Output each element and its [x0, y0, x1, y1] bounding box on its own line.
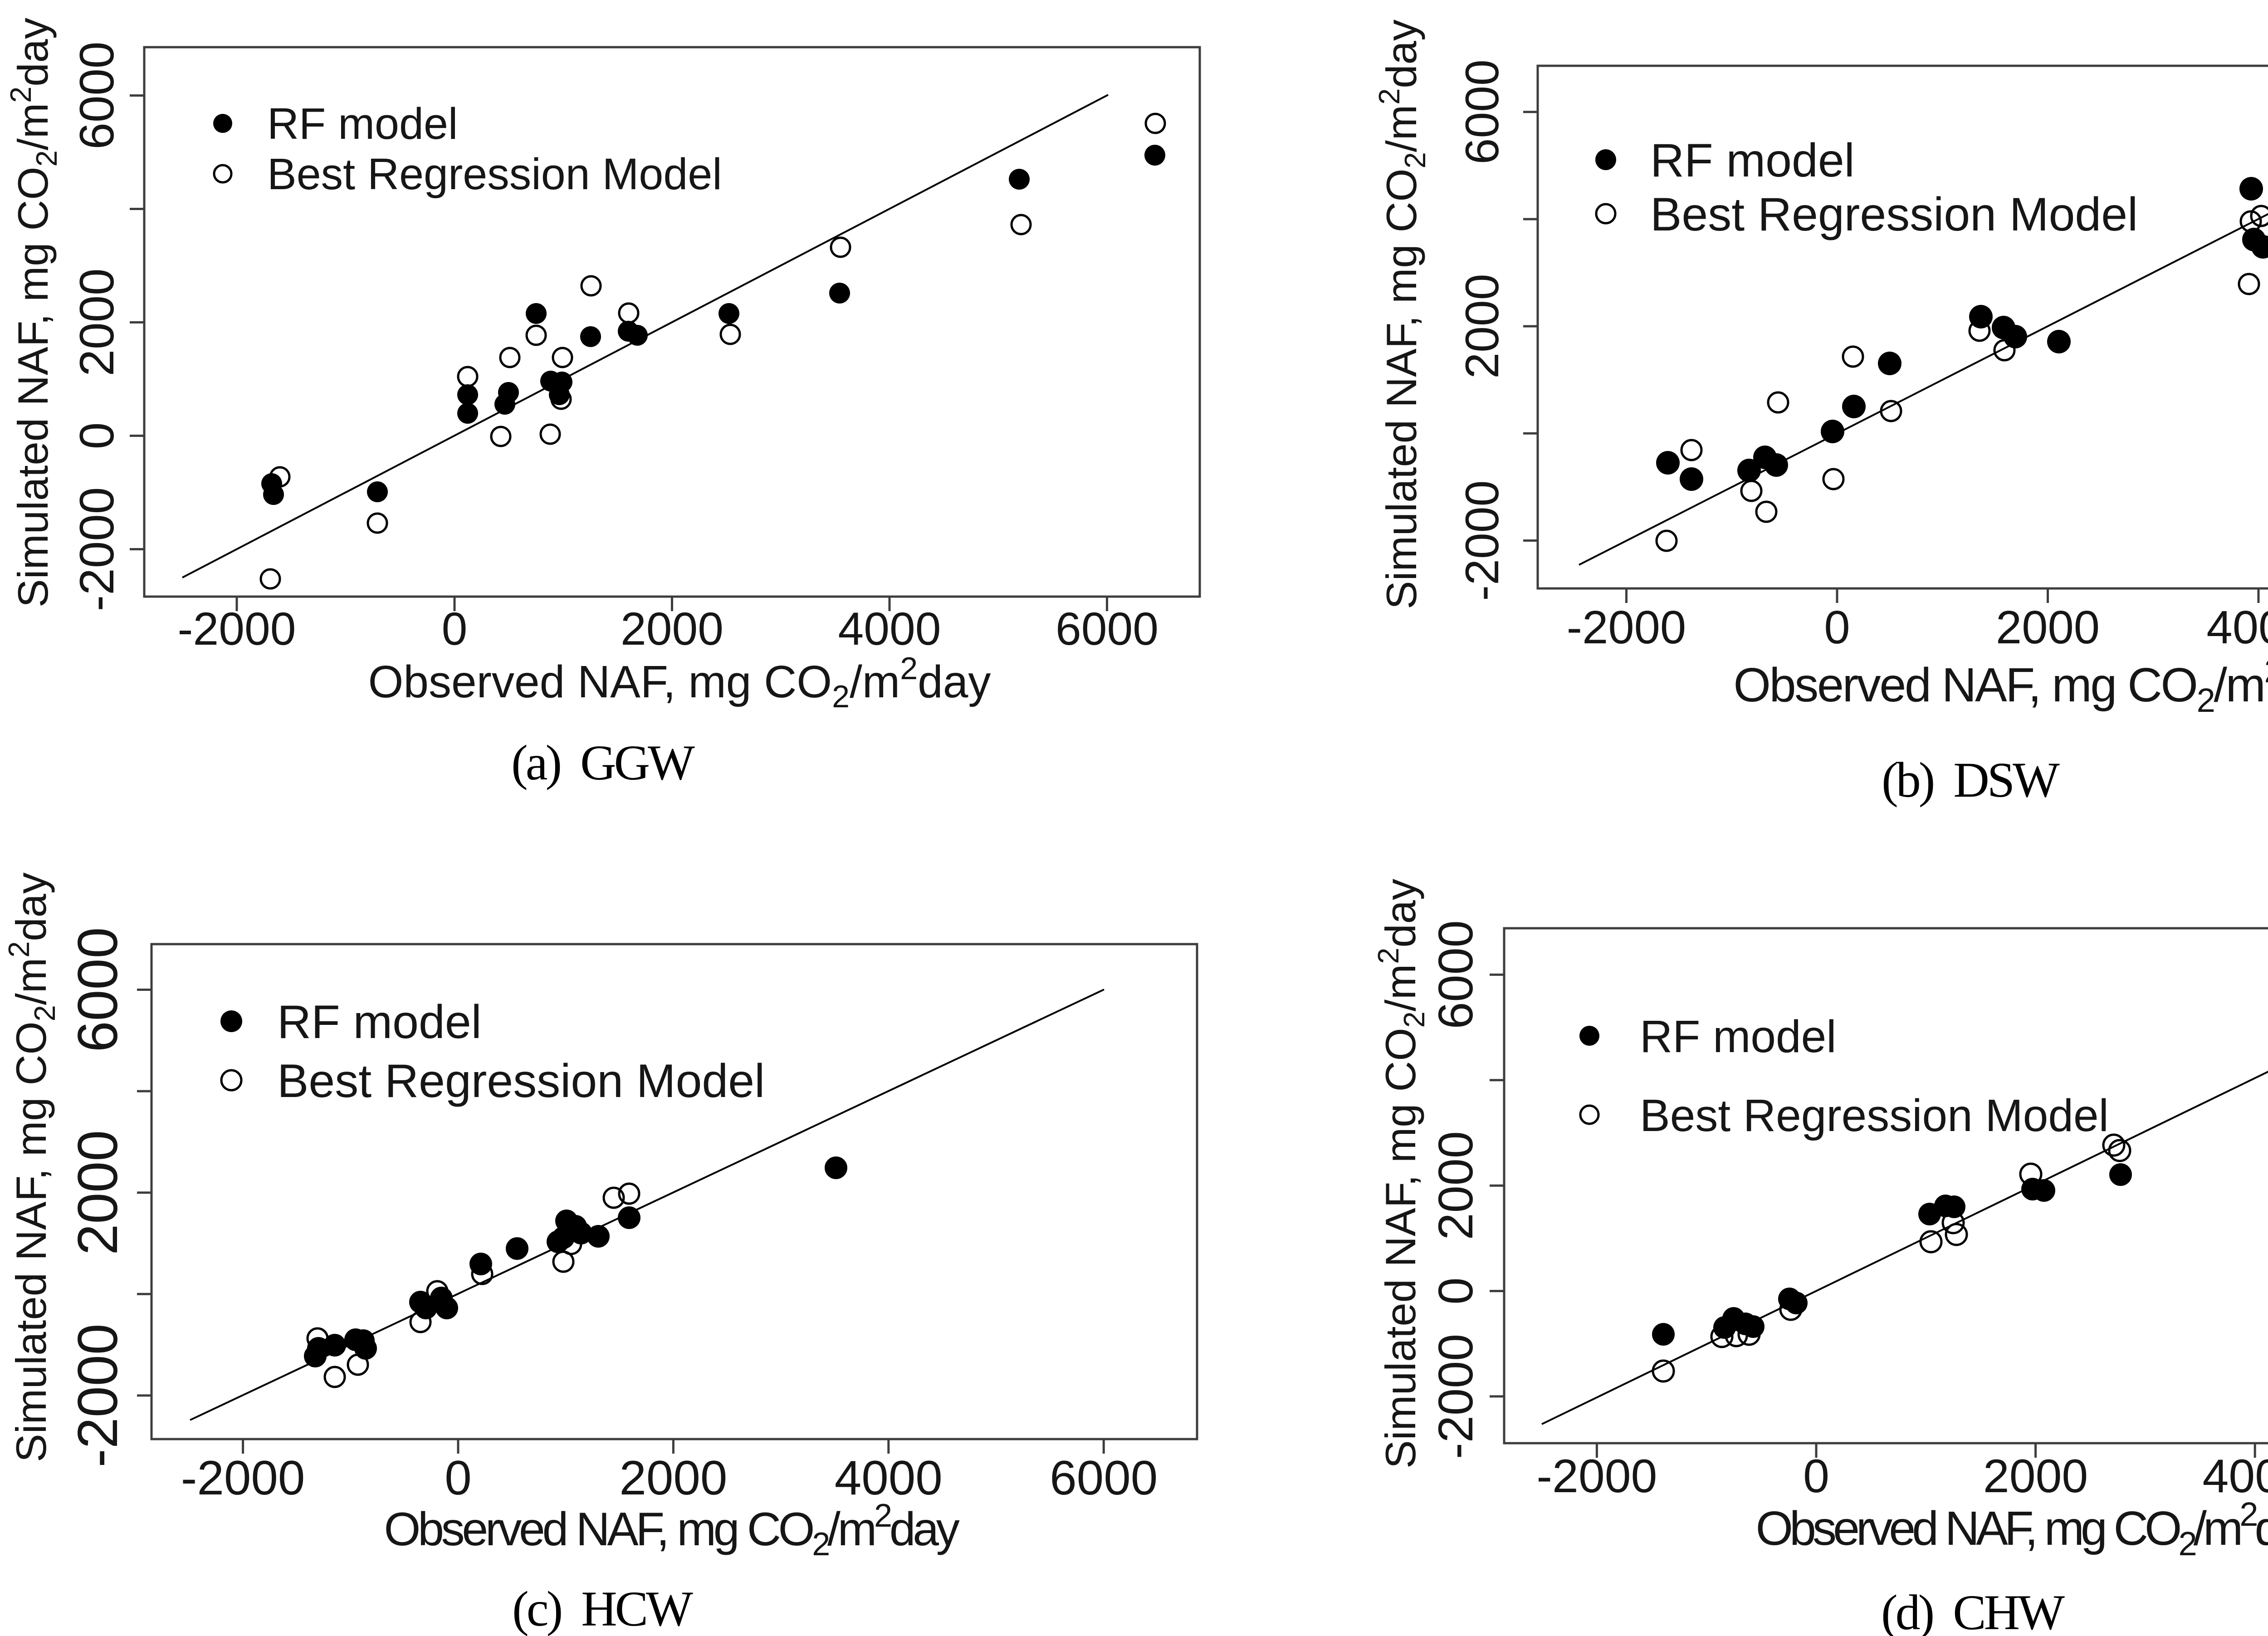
svg-text:-2000: -2000 — [1567, 601, 1686, 653]
svg-text:2000: 2000 — [1996, 601, 2100, 653]
svg-text:4000: 4000 — [835, 1450, 943, 1505]
svg-text:6000: 6000 — [67, 927, 129, 1053]
svg-text:2000: 2000 — [1983, 1450, 2088, 1503]
svg-text:RF model: RF model — [277, 996, 482, 1048]
svg-text:Simulated NAF, mg CO2/m2day: Simulated NAF, mg CO2/m2day — [4, 18, 63, 607]
svg-text:(d) CHW: (d) CHW — [1881, 1585, 2065, 1636]
svg-text:0: 0 — [445, 1450, 472, 1505]
svg-text:-2000: -2000 — [181, 1450, 305, 1505]
svg-text:-2000: -2000 — [1536, 1450, 1657, 1503]
svg-text:-2000: -2000 — [67, 1323, 129, 1467]
svg-text:6000: 6000 — [69, 41, 124, 149]
svg-text:6000: 6000 — [1456, 59, 1509, 164]
svg-text:4000: 4000 — [2203, 1450, 2268, 1503]
svg-text:Best Regression Model: Best Regression Model — [1650, 188, 2138, 241]
svg-text:-2000: -2000 — [1456, 480, 1509, 601]
svg-text:2000: 2000 — [1456, 274, 1509, 378]
svg-text:RF model: RF model — [1650, 134, 1855, 187]
svg-text:Best Regression Model: Best Regression Model — [277, 1055, 765, 1107]
svg-text:Observed NAF, mg CO2/m2day: Observed NAF, mg CO2/m2day — [368, 651, 991, 714]
svg-text:(b) DSW: (b) DSW — [1882, 752, 2060, 808]
svg-text:6000: 6000 — [1056, 603, 1158, 655]
svg-text:(c) HCW: (c) HCW — [512, 1581, 693, 1636]
svg-text:0: 0 — [1428, 1278, 1483, 1305]
svg-text:6000: 6000 — [1428, 920, 1483, 1029]
svg-text:RF model: RF model — [267, 99, 458, 148]
svg-text:Simulated NAF, mg CO2/m2day: Simulated NAF, mg CO2/m2day — [2, 872, 61, 1462]
svg-text:Simulated NAF, mg CO2/m2day: Simulated NAF, mg CO2/m2day — [1372, 879, 1431, 1469]
svg-text:Best Regression Model: Best Regression Model — [267, 149, 722, 199]
svg-text:Observed NAF, mg CO2/m2day: Observed NAF, mg CO2/m2day — [1733, 652, 2268, 719]
svg-text:2000: 2000 — [619, 1450, 727, 1505]
svg-text:0: 0 — [442, 603, 468, 655]
svg-text:0: 0 — [69, 422, 124, 450]
svg-text:2000: 2000 — [67, 1130, 129, 1255]
svg-text:-2000: -2000 — [69, 487, 124, 612]
svg-text:-2000: -2000 — [1428, 1334, 1483, 1459]
svg-text:0: 0 — [1803, 1450, 1829, 1503]
svg-text:2000: 2000 — [69, 268, 124, 376]
svg-text:(a) GGW: (a) GGW — [511, 735, 695, 790]
svg-text:0: 0 — [1824, 601, 1850, 653]
svg-text:-2000: -2000 — [178, 603, 296, 655]
svg-text:4000: 4000 — [2206, 601, 2268, 653]
svg-text:Simulated NAF, mg CO2/m2day: Simulated NAF, mg CO2/m2day — [1373, 20, 1432, 609]
svg-text:6000: 6000 — [1050, 1450, 1158, 1505]
svg-text:2000: 2000 — [621, 603, 723, 655]
svg-text:Observed NAF, mg CO2/m2day: Observed NAF, mg CO2/m2day — [1756, 1495, 2268, 1563]
svg-text:4000: 4000 — [838, 603, 941, 655]
svg-text:Observed NAF, mg CO2/m2day: Observed NAF, mg CO2/m2day — [384, 1498, 960, 1563]
svg-text:2000: 2000 — [1428, 1131, 1483, 1240]
svg-text:Best Regression Model: Best Regression Model — [1640, 1090, 2109, 1141]
svg-text:RF model: RF model — [1640, 1011, 1836, 1062]
